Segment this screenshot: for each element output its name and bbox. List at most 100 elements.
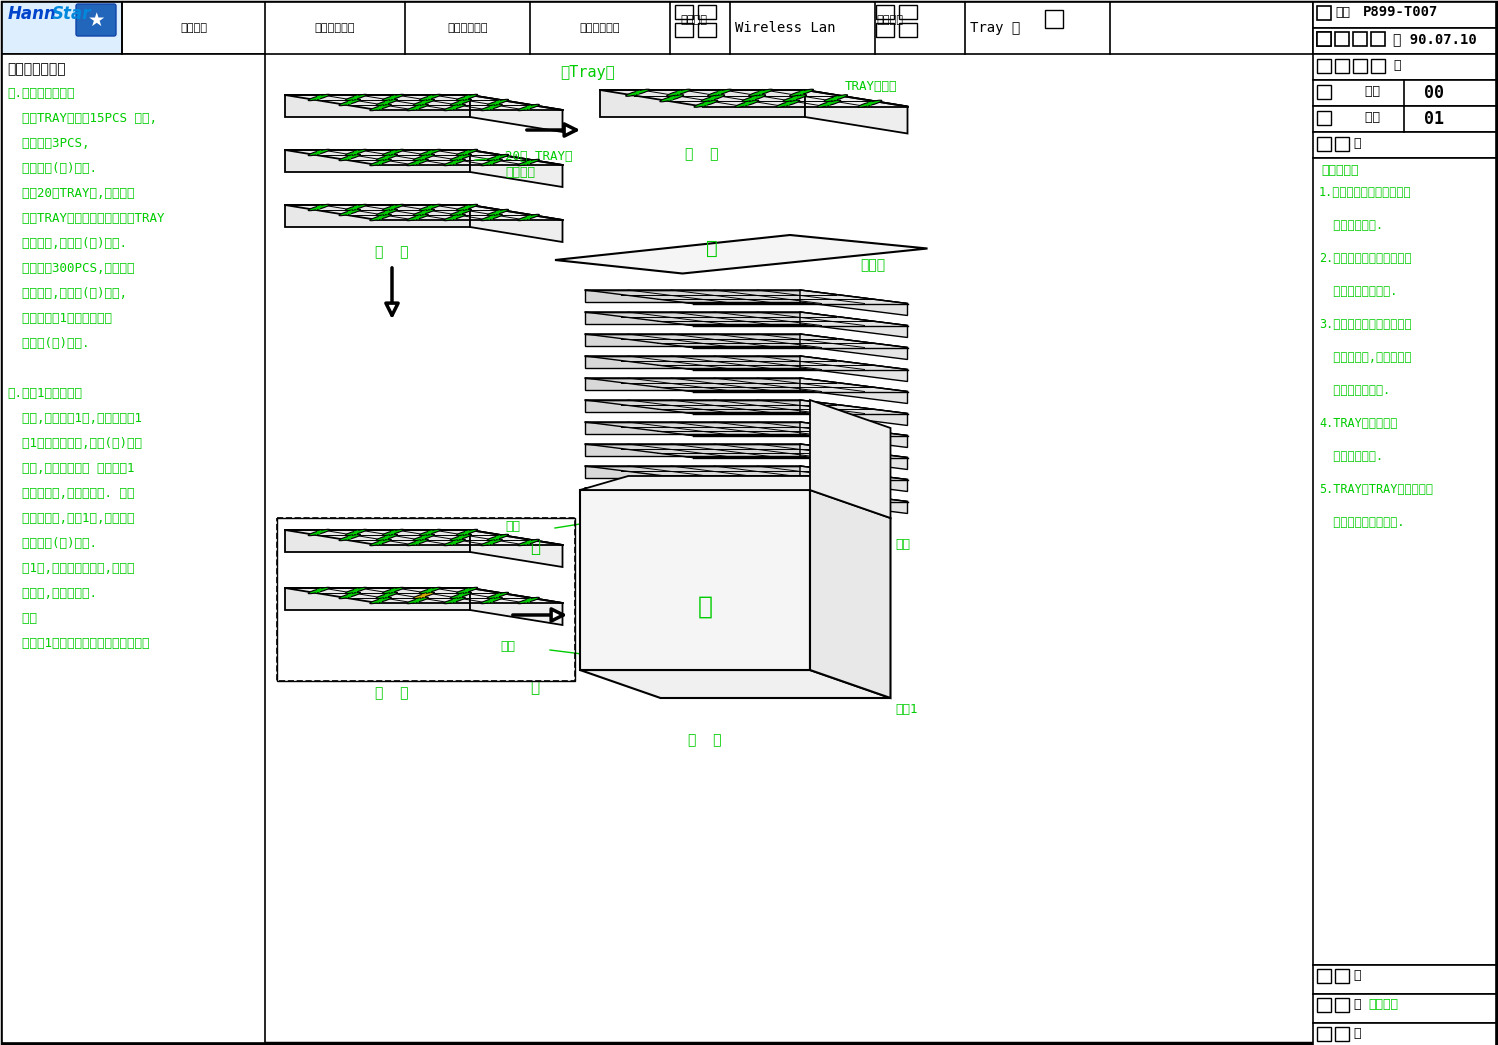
Text: 圖  二: 圖 二 [685,147,719,162]
Ellipse shape [376,593,397,599]
Text: 方向如圖(一)所示.: 方向如圖(一)所示. [7,162,97,175]
Ellipse shape [370,539,391,545]
Polygon shape [285,95,563,110]
Bar [1314,158,1497,965]
Ellipse shape [449,99,472,106]
Ellipse shape [667,89,691,96]
Text: 圖  四: 圖 四 [691,548,724,562]
Ellipse shape [518,104,539,111]
Ellipse shape [443,159,466,166]
Text: 5.TRAY和TRAY結合是否有: 5.TRAY和TRAY結合是否有 [1320,483,1434,496]
Ellipse shape [449,155,472,161]
Text: 二.紙符1包裝方式：: 二.紙符1包裝方式： [7,387,82,400]
Ellipse shape [824,95,848,101]
Polygon shape [470,205,563,242]
Ellipse shape [407,598,428,604]
Ellipse shape [339,155,361,161]
Bar [899,23,917,37]
Text: 隔板分開,如圖示(四)所示,: 隔板分開,如圖示(四)所示, [7,287,127,300]
Text: 一.成品包裝方式：: 一.成品包裝方式： [7,87,75,100]
Polygon shape [586,444,800,456]
Text: ②: ② [530,680,539,695]
Ellipse shape [419,94,440,100]
Polygon shape [470,150,563,187]
Polygon shape [800,488,908,513]
Ellipse shape [518,539,539,545]
Text: 適用產品: 適用產品 [680,15,707,25]
Bar [1317,6,1332,20]
Bar [1,54,265,1043]
Ellipse shape [413,99,434,106]
Ellipse shape [407,104,428,111]
Ellipse shape [309,587,330,594]
Ellipse shape [481,159,502,166]
Text: 成品包裝方式: 成品包裝方式 [448,23,488,33]
Ellipse shape [370,104,391,111]
Text: 一個TRAY盤做上蓋再用膠帶將TRAY: 一個TRAY盤做上蓋再用膠帶將TRAY [7,212,165,225]
Text: ：: ： [1353,969,1360,982]
Bar [1335,1027,1350,1041]
Ellipse shape [382,149,403,156]
Polygon shape [580,490,810,670]
Bar [1335,137,1350,150]
Polygon shape [586,334,800,346]
Polygon shape [285,95,470,117]
Text: 3.包裝時必須注意成品與包: 3.包裝時必須注意成品與包 [1320,318,1411,331]
Text: ：: ： [1353,1027,1360,1040]
Text: 注意事項：: 注意事項： [1321,164,1359,177]
Ellipse shape [518,214,539,220]
Text: 如圖: 如圖 [7,612,37,625]
Ellipse shape [443,598,466,604]
Ellipse shape [407,159,428,166]
Text: 每疊成品300PCS,中間須以: 每疊成品300PCS,中間須以 [7,262,135,275]
Ellipse shape [481,214,502,220]
Ellipse shape [449,209,472,215]
Polygon shape [470,588,563,625]
Text: 00: 00 [1425,84,1444,102]
Ellipse shape [518,598,539,604]
Ellipse shape [419,149,440,156]
Ellipse shape [816,100,840,108]
Polygon shape [586,378,800,390]
Polygon shape [800,356,908,381]
Ellipse shape [487,99,508,106]
Text: 01: 01 [1425,110,1444,127]
Ellipse shape [487,209,508,215]
Text: 隔板: 隔板 [505,520,520,533]
Polygon shape [800,378,908,403]
Text: 包裝作業標準: 包裝作業標準 [580,23,620,33]
Text: 包裝作業說明: 包裝作業說明 [315,23,355,33]
Text: 2.包裝時不得有毀損以及污: 2.包裝時不得有毀損以及污 [1320,252,1411,265]
Polygon shape [580,670,890,698]
Polygon shape [586,466,908,480]
Polygon shape [580,477,858,490]
Ellipse shape [413,209,434,215]
Text: 符1底放一片隔板,放入(兩)疊成: 符1底放一片隔板,放入(兩)疊成 [7,437,142,450]
Ellipse shape [518,159,539,166]
Bar [1335,59,1350,73]
Ellipse shape [309,204,330,211]
Ellipse shape [481,104,502,111]
Polygon shape [586,312,908,325]
Polygon shape [810,400,890,518]
Polygon shape [601,90,804,117]
Text: 適用客戶: 適用客戶 [180,23,207,33]
Bar [277,518,575,681]
Polygon shape [586,422,800,434]
Text: 破裂情況發生.: 破裂情況發生. [1320,450,1383,463]
Text: 的小邊部分,出貨物填滿. 如圖: 的小邊部分,出貨物填滿. 如圖 [7,487,135,500]
Ellipse shape [376,534,397,540]
Ellipse shape [481,539,502,545]
Text: 圖  一: 圖 一 [376,245,409,259]
Text: 1.包裝前請確認成品無夾帶: 1.包裝前請確認成品無夾帶 [1320,186,1411,199]
Ellipse shape [457,149,478,156]
Text: Hann: Hann [7,5,57,23]
Text: TRAY盤上蓋: TRAY盤上蓋 [845,80,897,93]
Ellipse shape [742,95,765,101]
Text: ①: ① [698,595,713,619]
Bar [1314,106,1497,132]
Text: 錯誤之情形發生.: 錯誤之情形發生. [1320,384,1390,397]
Polygon shape [285,150,470,172]
Polygon shape [285,530,563,545]
Ellipse shape [382,529,403,536]
